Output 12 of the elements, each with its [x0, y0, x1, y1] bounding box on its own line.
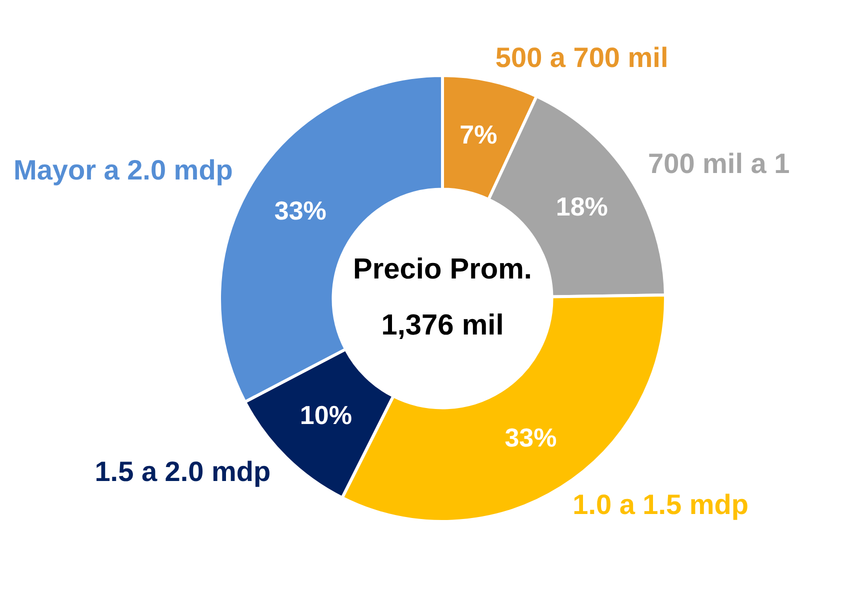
slice-label: 1.5 a 2.0 mdp [94, 456, 271, 487]
slice-label: 500 a 700 mil [495, 42, 668, 74]
data-label: 7% [460, 119, 498, 150]
text: Precio Prom. [353, 254, 532, 286]
text: 1,376 mil [381, 310, 504, 342]
data-label: 33% [274, 196, 326, 226]
data-label: 18% [556, 191, 608, 222]
slice-label: 700 mil a 1 [648, 148, 790, 179]
slice-label: 1.0 a 1.5 mdp [572, 488, 748, 520]
slice-label: Mayor a 2.0 mdp [14, 154, 233, 186]
data-label: 10% [300, 400, 352, 430]
data-label: 33% [504, 422, 557, 452]
